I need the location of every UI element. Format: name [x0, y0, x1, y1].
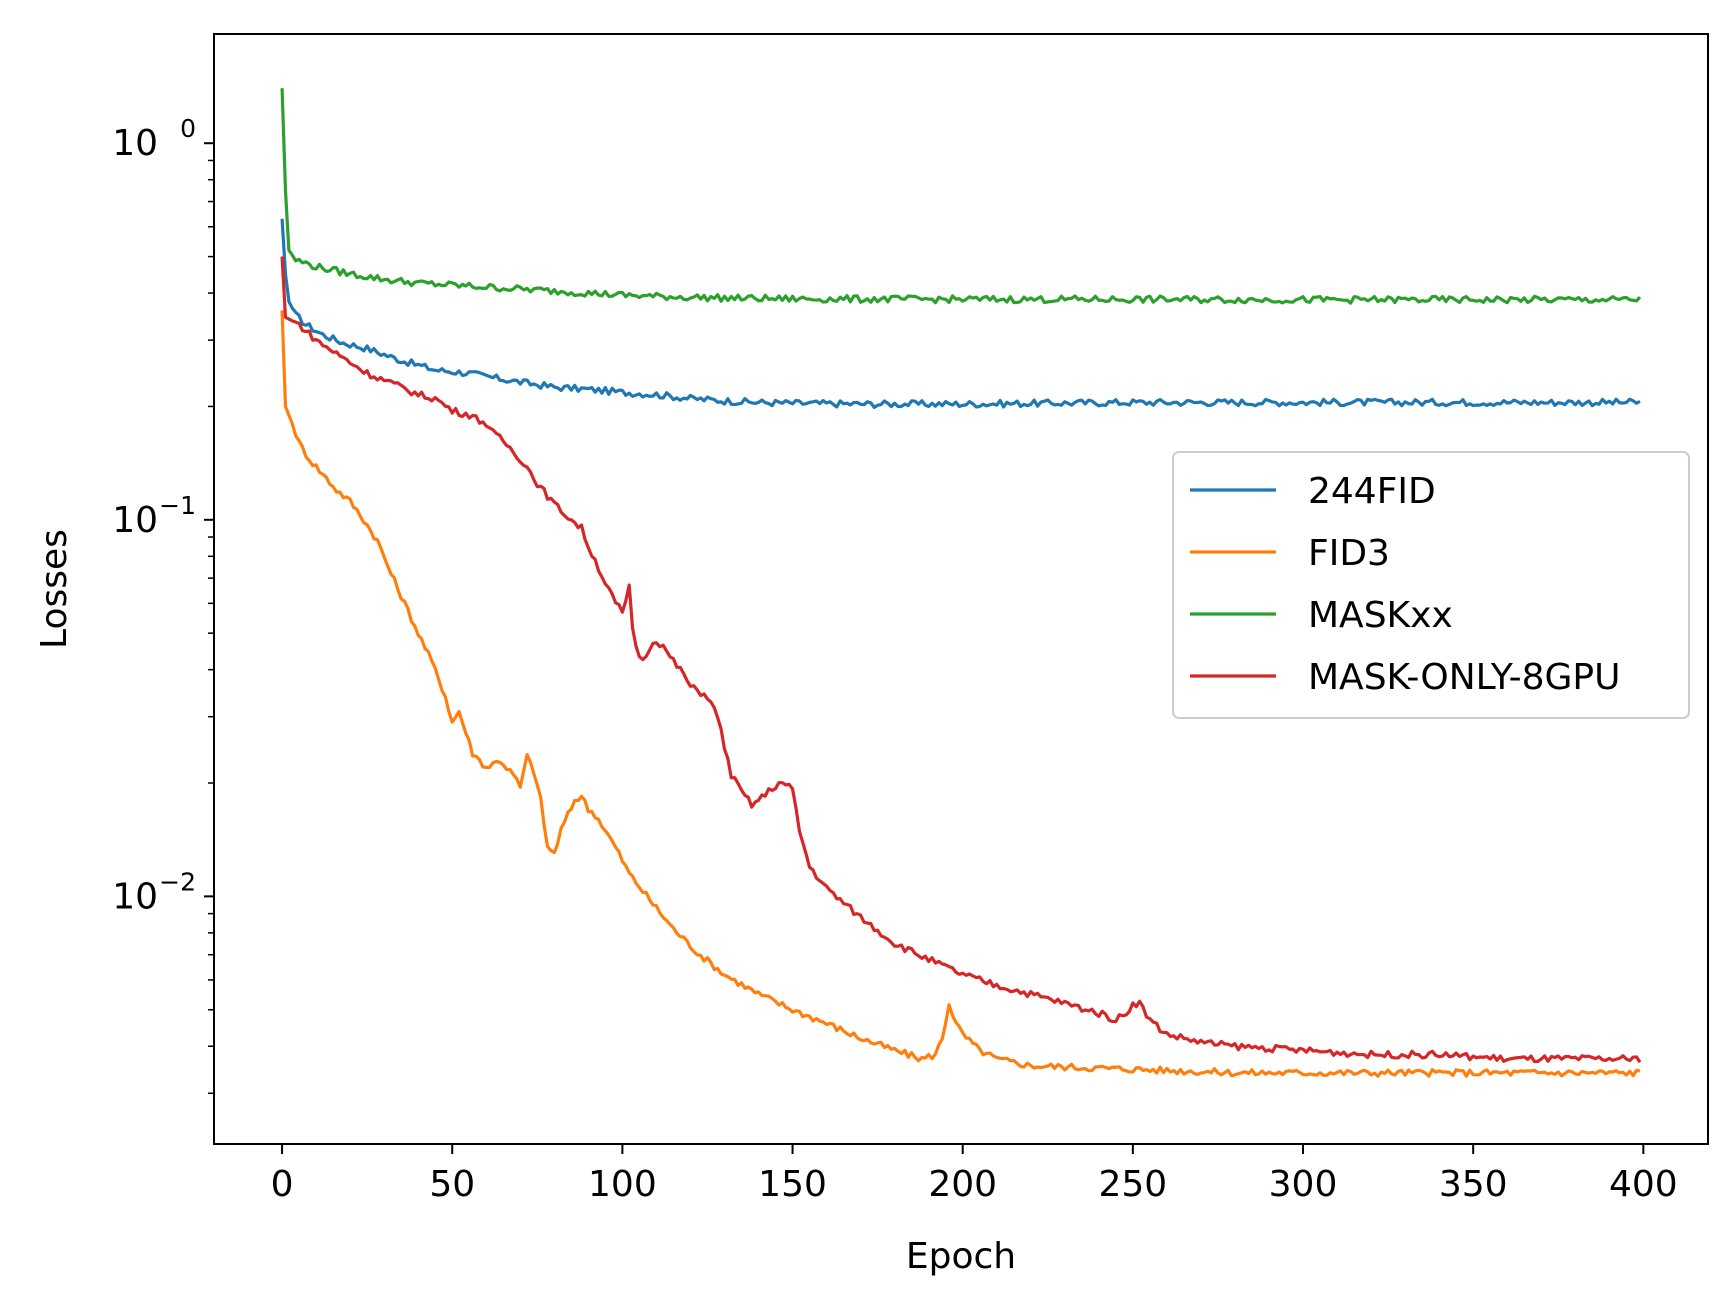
plot-frame: [213, 33, 1709, 1145]
x-tick-label: 0: [271, 1164, 294, 1205]
x-axis: 0 50 100 150 200 250 300 350 400: [271, 1144, 1678, 1205]
x-tick-label: 100: [588, 1164, 657, 1205]
y-tick-label: 10: [112, 876, 158, 917]
series-layer: [280, 88, 1642, 1078]
x-tick-label: 50: [429, 1164, 475, 1205]
x-tick-label: 350: [1439, 1164, 1508, 1205]
y-tick-label: 10: [112, 123, 158, 164]
y-tick-exponent: −1: [159, 491, 196, 520]
y-tick-exponent: −2: [159, 867, 196, 896]
x-axis-title: Epoch: [906, 1236, 1016, 1277]
legend-label: MASK-ONLY-8GPU: [1308, 657, 1620, 698]
x-tick-label: 200: [928, 1164, 997, 1205]
legend-label: 244FID: [1308, 471, 1436, 512]
series-line-2: [280, 88, 1642, 305]
x-tick-label: 150: [758, 1164, 827, 1205]
legend-box: [1172, 451, 1690, 719]
legend: 244FID FID3 MASKxx MASK-ONLY-8GPU: [1172, 451, 1690, 719]
legend-label: MASKxx: [1308, 595, 1453, 636]
series-line-1: [280, 310, 1641, 1078]
series-line-0: [280, 218, 1641, 409]
series-line-3: [280, 256, 1642, 1064]
x-tick-label: 300: [1269, 1164, 1338, 1205]
x-tick-label: 250: [1099, 1164, 1168, 1205]
x-tick-label: 400: [1609, 1164, 1678, 1205]
y-tick-exponent: 0: [180, 114, 196, 143]
y-tick-label: 10: [112, 500, 158, 541]
y-axis-title: Losses: [34, 529, 75, 649]
legend-label: FID3: [1308, 533, 1390, 574]
